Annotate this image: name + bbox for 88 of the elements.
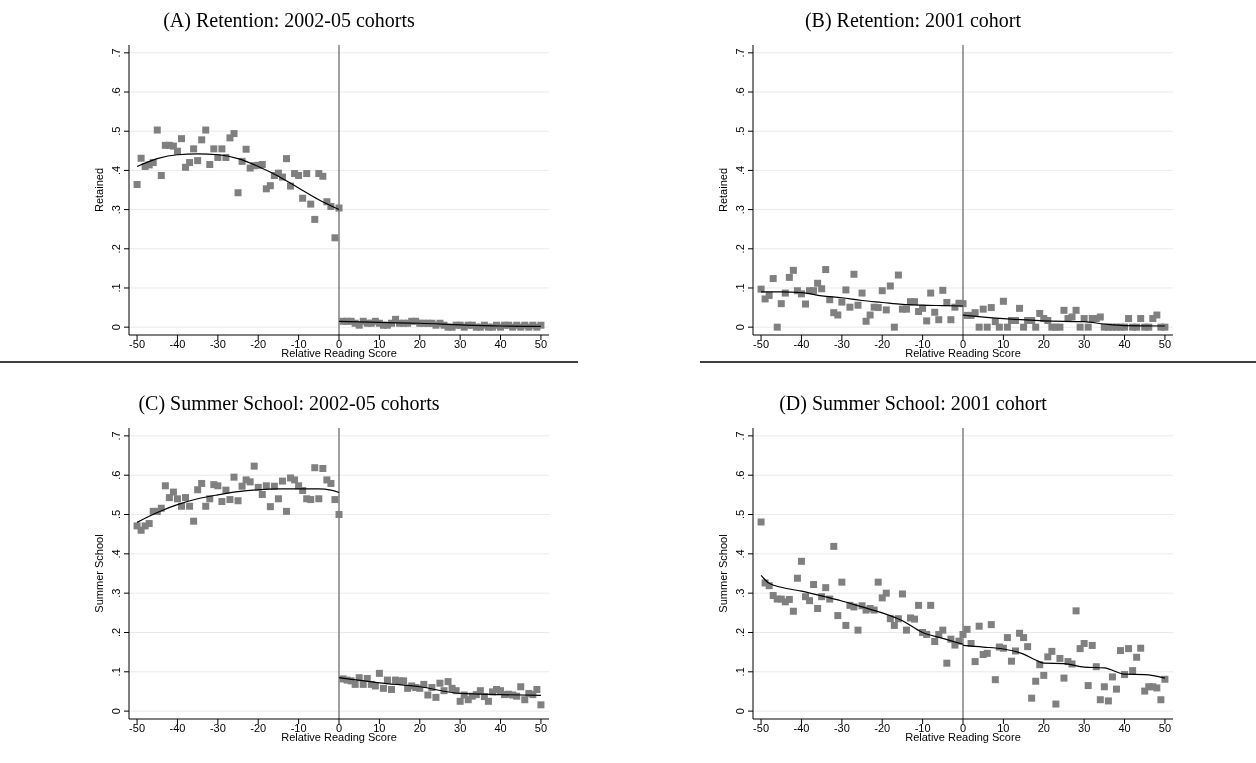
y-axis-title: Retained xyxy=(717,167,729,213)
y-tick-label: .3 xyxy=(110,205,122,215)
x-tick-label: 50 xyxy=(534,722,548,734)
x-tick-label: -10 xyxy=(290,338,307,350)
x-tick-label: -30 xyxy=(833,722,850,734)
x-tick-label: 50 xyxy=(1158,722,1172,734)
y-tick-label: .6 xyxy=(110,470,122,480)
y-tick-label: .2 xyxy=(110,627,122,638)
y-tick-label: .3 xyxy=(110,588,122,598)
y-axis-title: Summer School xyxy=(93,534,105,613)
x-tick-label: 0 xyxy=(959,338,967,350)
y-tick-label: 0 xyxy=(110,708,122,715)
x-tick-label: 50 xyxy=(1158,338,1172,350)
y-tick-label: .1 xyxy=(734,667,746,677)
x-tick-label: -10 xyxy=(914,722,931,734)
x-axis-title: Relative Reading Score xyxy=(281,347,397,359)
y-tick-label: .4 xyxy=(734,549,746,559)
x-tick-label: 30 xyxy=(454,338,467,350)
x-tick-label: 40 xyxy=(494,722,507,734)
y-tick-label: .5 xyxy=(734,509,746,520)
x-tick-label: -30 xyxy=(209,722,226,734)
y-tick-label: .4 xyxy=(734,165,746,175)
x-tick-label: -30 xyxy=(833,338,850,350)
x-tick-label: 10 xyxy=(373,338,386,350)
y-tick-label: .1 xyxy=(734,283,746,293)
x-tick-label: 0 xyxy=(335,338,343,350)
y-tick-label: 0 xyxy=(110,324,122,331)
x-tick-label: -20 xyxy=(874,338,891,350)
y-tick-label: 0 xyxy=(734,708,746,715)
x-tick-label: -40 xyxy=(169,722,186,734)
chart-title: (B) Retention: 2001 cohort xyxy=(804,9,1022,32)
y-tick-label: .1 xyxy=(110,283,122,293)
y-tick-label: .5 xyxy=(110,126,122,136)
x-tick-label: -20 xyxy=(250,338,267,350)
y-axis-title: Retained xyxy=(93,167,105,213)
x-tick-label: 10 xyxy=(997,722,1010,734)
x-tick-label: 40 xyxy=(1118,722,1131,734)
x-tick-label: -40 xyxy=(169,338,186,350)
x-tick-label: -20 xyxy=(250,722,267,734)
x-tick-label: 40 xyxy=(1118,338,1131,350)
x-tick-label: 30 xyxy=(1078,722,1091,734)
x-tick-label: -50 xyxy=(753,338,770,350)
x-tick-label: 20 xyxy=(1037,722,1050,734)
y-axis-title: Summer School xyxy=(717,534,729,613)
y-tick-label: .6 xyxy=(110,87,122,97)
x-tick-label: 20 xyxy=(1037,338,1050,350)
x-tick-label: -50 xyxy=(753,722,770,734)
y-tick-label: .6 xyxy=(734,470,746,480)
y-tick-label: .4 xyxy=(110,549,122,559)
x-axis-title: Relative Reading Score xyxy=(281,731,397,743)
y-tick-label: .2 xyxy=(110,244,122,254)
x-tick-label: -50 xyxy=(129,338,146,350)
x-tick-label: 20 xyxy=(413,338,426,350)
x-tick-label: 30 xyxy=(454,722,467,734)
y-tick-label: .7 xyxy=(734,431,746,441)
x-tick-label: 30 xyxy=(1078,338,1091,350)
y-tick-label: .2 xyxy=(734,244,746,254)
x-tick-label: -40 xyxy=(793,722,810,734)
y-tick-label: .7 xyxy=(110,48,122,58)
y-tick-label: .7 xyxy=(110,431,122,441)
y-tick-label: .5 xyxy=(734,126,746,136)
y-tick-label: .6 xyxy=(734,87,746,97)
y-tick-label: .3 xyxy=(734,588,746,598)
x-tick-label: -10 xyxy=(290,722,307,734)
chart-title: (A) Retention: 2002-05 cohorts xyxy=(163,9,416,32)
x-axis-title: Relative Reading Score xyxy=(905,347,1021,359)
y-tick-label: 0 xyxy=(734,324,746,331)
x-tick-label: 50 xyxy=(534,338,548,350)
y-tick-label: .2 xyxy=(734,627,746,638)
x-tick-label: -50 xyxy=(129,722,146,734)
x-tick-label: -40 xyxy=(793,338,810,350)
x-tick-label: -20 xyxy=(874,722,891,734)
x-tick-label: -10 xyxy=(914,338,931,350)
x-tick-label: 10 xyxy=(997,338,1010,350)
x-tick-label: 40 xyxy=(494,338,507,350)
x-tick-label: -30 xyxy=(209,338,226,350)
x-tick-label: 20 xyxy=(413,722,426,734)
y-tick-label: .1 xyxy=(110,667,122,677)
x-tick-label: 10 xyxy=(373,722,386,734)
x-tick-label: 0 xyxy=(335,722,343,734)
chart-title: (D) Summer School: 2001 cohort xyxy=(779,392,1048,415)
x-tick-label: 0 xyxy=(959,722,967,734)
chart-title: (C) Summer School: 2002-05 cohorts xyxy=(138,392,440,415)
y-tick-label: .4 xyxy=(110,165,122,175)
y-tick-label: .3 xyxy=(734,205,746,215)
y-tick-label: .5 xyxy=(110,509,122,520)
x-axis-title: Relative Reading Score xyxy=(905,731,1021,743)
y-tick-label: .7 xyxy=(734,48,746,58)
